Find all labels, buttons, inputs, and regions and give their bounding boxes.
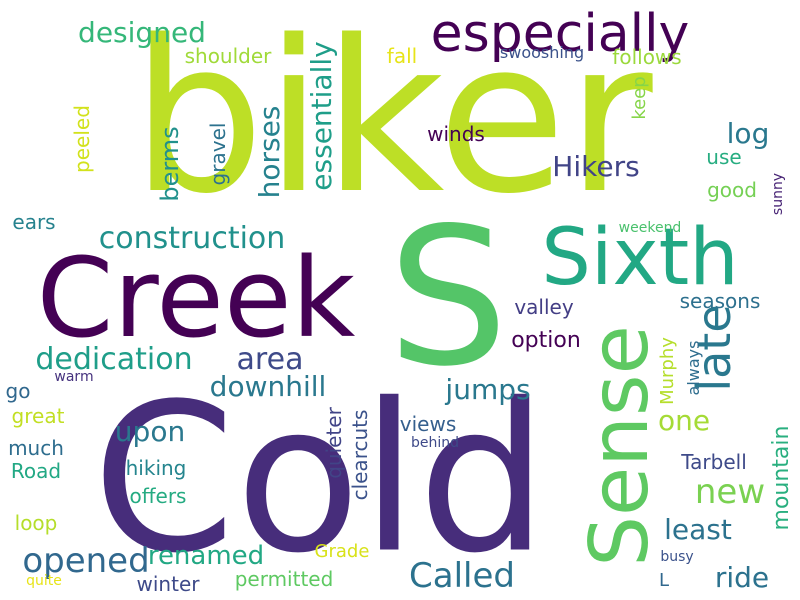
word-called: Called (409, 556, 515, 596)
word-quite: quite (26, 573, 62, 589)
word-biker: biker (131, 0, 653, 240)
word-sunny: sunny (770, 172, 786, 216)
word-especially: especially (430, 4, 690, 64)
word-permitted: permitted (234, 567, 334, 591)
word-always: always (684, 340, 703, 396)
word-great: great (11, 404, 65, 428)
word-busy: busy (660, 549, 694, 565)
word-l: L (658, 570, 670, 591)
word-downhill: downhill (209, 370, 327, 403)
word-one: one (657, 404, 711, 437)
word-valley: valley (514, 295, 574, 319)
word-winter: winter (136, 572, 200, 596)
word-cold: Cold (92, 360, 548, 599)
word-ride: ride (714, 561, 770, 594)
word-upon: upon (114, 415, 186, 448)
word-ears: ears (12, 210, 56, 234)
word-hikers: Hikers (552, 150, 640, 183)
word-grade: Grade (314, 541, 370, 562)
word-renamed: renamed (147, 541, 265, 571)
word-creek: Creek (36, 234, 356, 362)
word-least: least (664, 513, 732, 546)
word-construction: construction (98, 221, 286, 256)
word-seasons: seasons (679, 289, 761, 313)
word-warm: warm (54, 369, 94, 385)
word-much: much (8, 436, 64, 460)
word-keep: keep (629, 76, 650, 120)
word-essentially: essentially (305, 41, 338, 191)
word-use: use (706, 145, 742, 169)
word-sixth: Sixth (541, 213, 739, 303)
word-designed: designed (78, 16, 206, 49)
word-log: log (726, 117, 770, 150)
word-new: new (694, 472, 766, 512)
word-hiking: hiking (125, 456, 187, 480)
word-swooshing: swooshing (499, 43, 585, 62)
word-follows: follows (612, 45, 682, 69)
word-quieter: quieter (322, 407, 346, 479)
word-s: S (387, 187, 509, 408)
word-behind: behind (410, 435, 460, 451)
word-clearcuts: clearcuts (348, 409, 372, 501)
word-jumps: jumps (445, 373, 531, 406)
word-sense: Sense (573, 325, 666, 567)
word-winds: winds (427, 122, 485, 146)
word-murphy: Murphy (657, 337, 678, 405)
word-good: good (707, 178, 757, 202)
word-gravel: gravel (206, 122, 230, 186)
word-shoulder: shoulder (184, 44, 272, 68)
word-offers: offers (129, 484, 187, 508)
word-berms: berms (156, 126, 184, 202)
word-peeled: peeled (70, 105, 94, 173)
word-tarbell: Tarbell (681, 450, 747, 474)
word-go: go (5, 379, 31, 403)
word-option: option (511, 328, 581, 353)
word-opened: opened (22, 541, 150, 581)
word-loop: loop (14, 511, 58, 535)
word-fall: fall (386, 44, 418, 68)
word-area: area (236, 342, 304, 377)
word-road: Road (10, 459, 62, 483)
word-mountain: mountain (769, 425, 794, 531)
word-views: views (399, 412, 457, 436)
word-horses: horses (253, 105, 286, 199)
word-weekend: weekend (618, 220, 682, 236)
word-dedication: dedication (35, 342, 193, 377)
